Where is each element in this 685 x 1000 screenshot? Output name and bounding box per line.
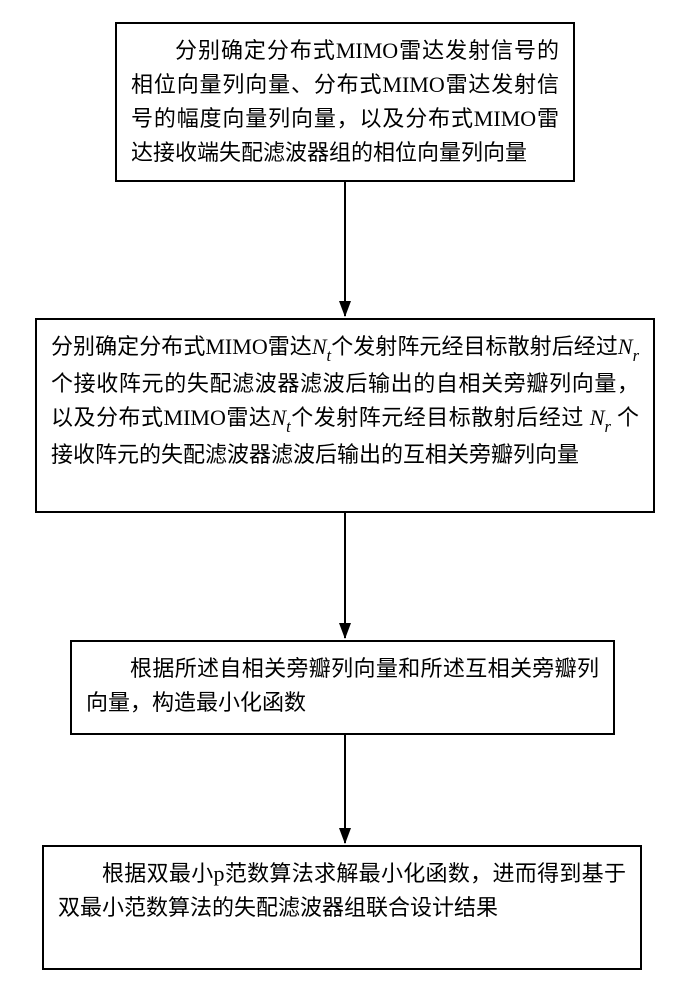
flowchart-canvas: 分别确定分布式MIMO雷达发射信号的相位向量列向量、分布式MIMO雷达发射信号的… <box>0 0 685 1000</box>
flow-step-3-text: 根据所述自相关旁瓣列向量和所述互相关旁瓣列向量，构造最小化函数 <box>86 652 599 720</box>
flow-step-1-text: 分别确定分布式MIMO雷达发射信号的相位向量列向量、分布式MIMO雷达发射信号的… <box>131 34 559 170</box>
flow-step-4-text: 根据双最小p范数算法求解最小化函数，进而得到基于双最小范数算法的失配滤波器组联合… <box>58 857 626 925</box>
flow-step-4: 根据双最小p范数算法求解最小化函数，进而得到基于双最小范数算法的失配滤波器组联合… <box>42 845 642 970</box>
flow-step-2: 分别确定分布式MIMO雷达Nt个发射阵元经目标散射后经过Nr个接收阵元的失配滤波… <box>35 318 655 513</box>
flow-step-2-text: 分别确定分布式MIMO雷达Nt个发射阵元经目标散射后经过Nr个接收阵元的失配滤波… <box>51 330 639 472</box>
flow-step-3: 根据所述自相关旁瓣列向量和所述互相关旁瓣列向量，构造最小化函数 <box>70 640 615 735</box>
flow-step-1: 分别确定分布式MIMO雷达发射信号的相位向量列向量、分布式MIMO雷达发射信号的… <box>115 22 575 182</box>
